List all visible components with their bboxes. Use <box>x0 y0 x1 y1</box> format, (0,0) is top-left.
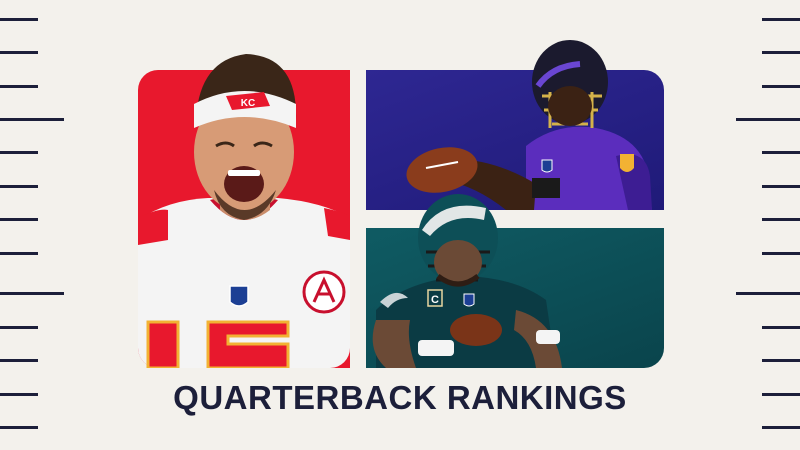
chiefs-quarterback-image: KC <box>138 54 350 368</box>
page-title: QUARTERBACK RANKINGS <box>173 379 627 416</box>
ravens-shield-logo-icon <box>620 154 634 172</box>
ravens-quarterback-image <box>406 40 652 210</box>
eagles-quarterback-image: C <box>372 194 562 368</box>
eagles-wing-logo-icon <box>380 292 408 308</box>
chiefs-headband-logo-icon: KC <box>241 98 255 109</box>
captain-patch-letter: C <box>431 294 439 306</box>
